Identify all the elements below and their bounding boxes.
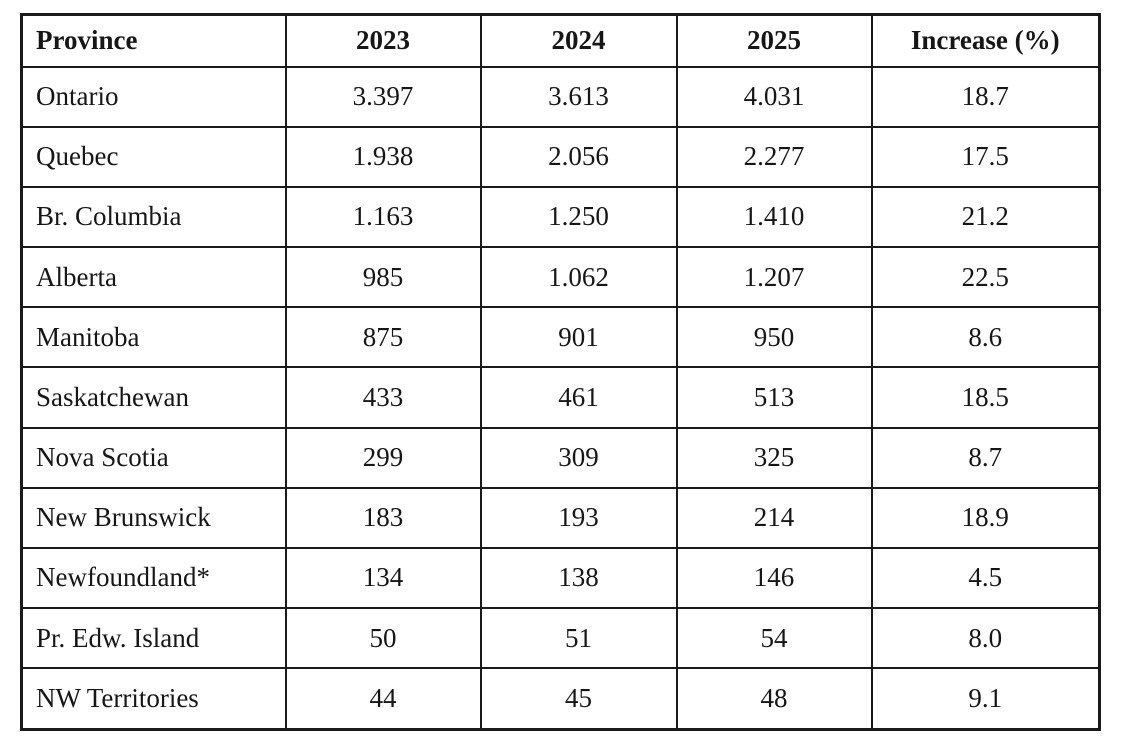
cell-2023: 50 (284, 607, 482, 670)
column-header-2024: 2024 (479, 13, 678, 68)
cell-2023: 1.163 (284, 185, 482, 249)
table-row-nova-scotia: Nova Scotia 299 309 325 8.7 (20, 426, 1101, 489)
cell-2023: 183 (284, 486, 482, 549)
cell-increase-pct: 4.5 (870, 546, 1101, 610)
cell-2023: 134 (284, 546, 482, 610)
cell-2025: 1.207 (675, 246, 873, 309)
column-header-2023: 2023 (284, 13, 482, 68)
cell-2025: 48 (675, 667, 873, 731)
cell-2024: 193 (479, 486, 678, 549)
cell-2025: 54 (675, 607, 873, 670)
cell-2025: 513 (675, 366, 873, 429)
cell-2024: 1.250 (479, 185, 678, 249)
cell-province: New Brunswick (20, 486, 287, 549)
table-header: Province 2023 2024 2025 Increase (%) (20, 13, 1101, 68)
cell-increase-pct: 18.7 (870, 65, 1101, 128)
cell-increase-pct: 18.9 (870, 486, 1101, 549)
table-row-quebec: Quebec 1.938 2.056 2.277 17.5 (20, 125, 1101, 188)
cell-province: Br. Columbia (20, 185, 287, 249)
column-header-2025: 2025 (675, 13, 873, 68)
cell-2023: 875 (284, 306, 482, 369)
cell-increase-pct: 17.5 (870, 125, 1101, 188)
cell-2025: 950 (675, 306, 873, 369)
cell-2023: 44 (284, 667, 482, 731)
column-header-province: Province (20, 13, 287, 68)
cell-increase-pct: 8.0 (870, 607, 1101, 670)
cell-2024: 138 (479, 546, 678, 610)
cell-increase-pct: 8.7 (870, 426, 1101, 489)
cell-2023: 433 (284, 366, 482, 429)
cell-2025: 4.031 (675, 65, 873, 128)
cell-2023: 3.397 (284, 65, 482, 128)
table-row-br-columbia: Br. Columbia 1.163 1.250 1.410 21.2 (20, 185, 1101, 249)
cell-increase-pct: 8.6 (870, 306, 1101, 369)
cell-2023: 1.938 (284, 125, 482, 188)
cell-province: Newfoundland* (20, 546, 287, 610)
cell-increase-pct: 9.1 (870, 667, 1101, 731)
cell-2025: 146 (675, 546, 873, 610)
table-row-newfoundland: Newfoundland* 134 138 146 4.5 (20, 546, 1101, 610)
cell-province: NW Territories (20, 667, 287, 731)
cell-increase-pct: 18.5 (870, 366, 1101, 429)
cell-2024: 3.613 (479, 65, 678, 128)
cell-province: Ontario (20, 65, 287, 128)
cell-2023: 299 (284, 426, 482, 489)
cell-province: Nova Scotia (20, 426, 287, 489)
cell-province: Alberta (20, 246, 287, 309)
cell-2025: 214 (675, 486, 873, 549)
cell-province: Quebec (20, 125, 287, 188)
column-header-increase-pct: Increase (%) (870, 13, 1101, 68)
table-row-alberta: Alberta 985 1.062 1.207 22.5 (20, 246, 1101, 309)
cell-increase-pct: 22.5 (870, 246, 1101, 309)
cell-2025: 2.277 (675, 125, 873, 188)
cell-2025: 1.410 (675, 185, 873, 249)
cell-province: Saskatchewan (20, 366, 287, 429)
table-row-manitoba: Manitoba 875 901 950 8.6 (20, 306, 1101, 369)
cell-2024: 309 (479, 426, 678, 489)
cell-province: Pr. Edw. Island (20, 607, 287, 670)
header-row: Province 2023 2024 2025 Increase (%) (20, 13, 1101, 68)
table-body: Ontario 3.397 3.613 4.031 18.7 Quebec 1.… (20, 65, 1101, 731)
cell-2024: 45 (479, 667, 678, 731)
table-row-pr-edw-island: Pr. Edw. Island 50 51 54 8.0 (20, 607, 1101, 670)
cell-2024: 51 (479, 607, 678, 670)
cell-2024: 461 (479, 366, 678, 429)
table-row-ontario: Ontario 3.397 3.613 4.031 18.7 (20, 65, 1101, 128)
cell-2024: 901 (479, 306, 678, 369)
cell-2024: 1.062 (479, 246, 678, 309)
table-row-nw-territories: NW Territories 44 45 48 9.1 (20, 667, 1101, 731)
table-row-new-brunswick: New Brunswick 183 193 214 18.9 (20, 486, 1101, 549)
province-data-table: Province 2023 2024 2025 Increase (%) Ont… (20, 13, 1101, 731)
cell-2025: 325 (675, 426, 873, 489)
cell-increase-pct: 21.2 (870, 185, 1101, 249)
cell-2024: 2.056 (479, 125, 678, 188)
cell-2023: 985 (284, 246, 482, 309)
cell-province: Manitoba (20, 306, 287, 369)
table-row-saskatchewan: Saskatchewan 433 461 513 18.5 (20, 366, 1101, 429)
